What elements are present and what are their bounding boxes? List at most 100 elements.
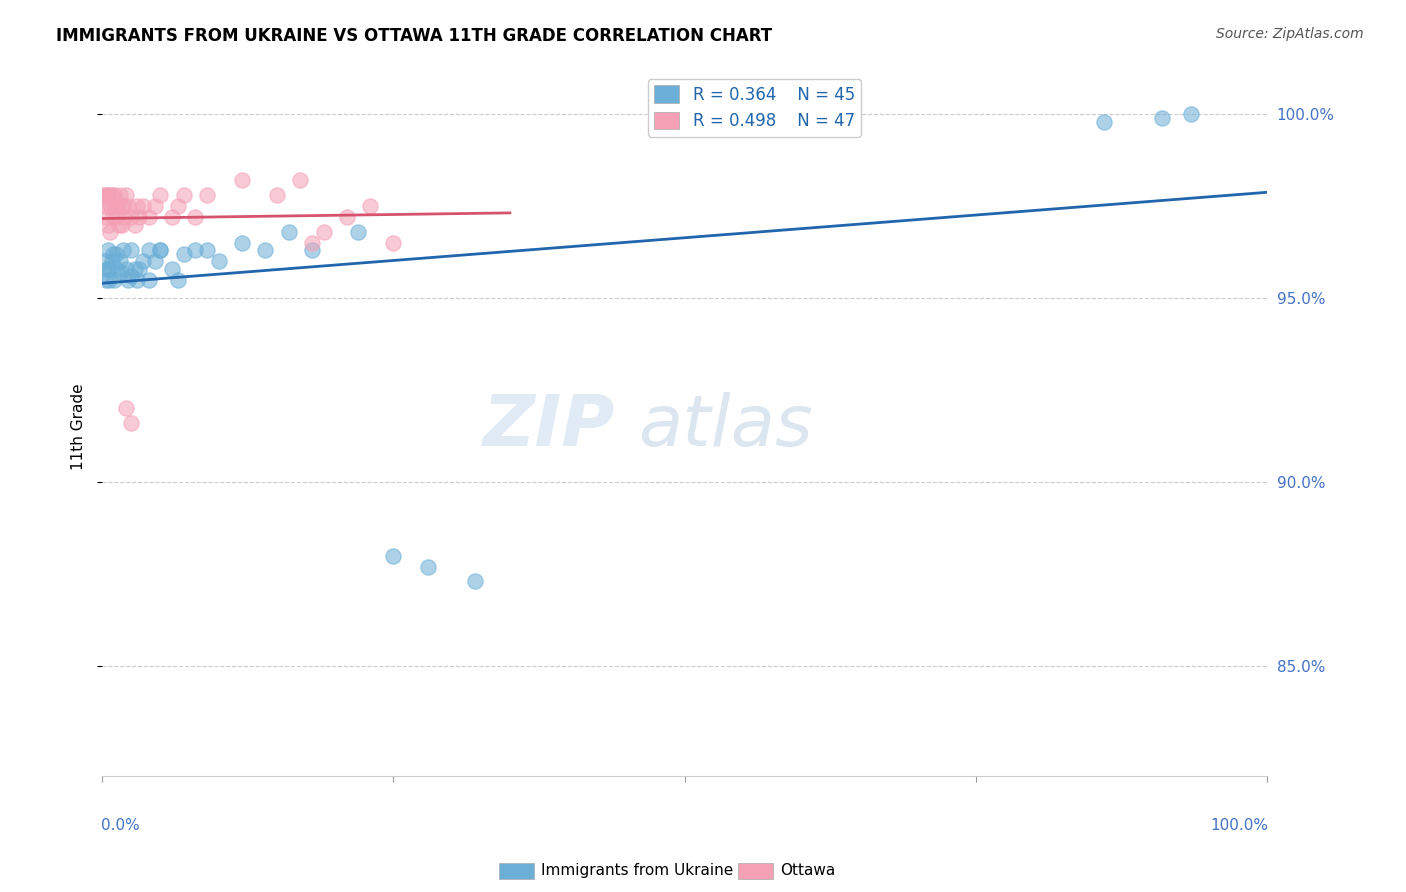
Point bbox=[301, 235, 323, 250]
Point bbox=[1092, 114, 1115, 128]
Point bbox=[149, 244, 172, 258]
Point bbox=[208, 254, 231, 268]
Point bbox=[347, 225, 370, 239]
Point bbox=[143, 254, 166, 268]
Point bbox=[138, 244, 160, 258]
Point bbox=[231, 235, 253, 250]
Point bbox=[108, 188, 131, 202]
Point bbox=[112, 244, 135, 258]
Point bbox=[128, 261, 150, 276]
Point bbox=[120, 244, 142, 258]
Point bbox=[149, 244, 172, 258]
Point bbox=[160, 210, 183, 224]
Point bbox=[96, 188, 118, 202]
Point bbox=[138, 273, 160, 287]
Point bbox=[97, 218, 120, 232]
Point bbox=[231, 173, 253, 187]
Point bbox=[94, 210, 117, 224]
Point bbox=[104, 199, 127, 213]
Text: Ottawa: Ottawa bbox=[780, 863, 835, 878]
Point bbox=[160, 261, 183, 276]
Point bbox=[117, 273, 139, 287]
Point bbox=[382, 235, 405, 250]
Text: IMMIGRANTS FROM UKRAINE VS OTTAWA 11TH GRADE CORRELATION CHART: IMMIGRANTS FROM UKRAINE VS OTTAWA 11TH G… bbox=[56, 27, 772, 45]
Point bbox=[301, 244, 323, 258]
Point bbox=[93, 254, 115, 268]
Point bbox=[195, 188, 218, 202]
Point bbox=[110, 199, 132, 213]
Point bbox=[103, 273, 125, 287]
Point bbox=[124, 261, 146, 276]
Point bbox=[167, 273, 190, 287]
Point bbox=[97, 261, 120, 276]
Point bbox=[128, 210, 150, 224]
Point bbox=[266, 188, 288, 202]
Point bbox=[105, 199, 128, 213]
Text: ZIP: ZIP bbox=[482, 392, 614, 461]
Text: Immigrants from Ukraine: Immigrants from Ukraine bbox=[541, 863, 734, 878]
Point bbox=[94, 273, 117, 287]
Point bbox=[98, 225, 121, 239]
Point bbox=[105, 247, 128, 261]
Text: 100.0%: 100.0% bbox=[1211, 818, 1268, 833]
Point bbox=[97, 195, 120, 210]
Point bbox=[105, 261, 128, 276]
Point bbox=[120, 210, 142, 224]
Point bbox=[173, 247, 195, 261]
Point bbox=[149, 188, 172, 202]
Point bbox=[336, 210, 359, 224]
Point bbox=[93, 188, 115, 202]
Legend: R = 0.364    N = 45, R = 0.498    N = 47: R = 0.364 N = 45, R = 0.498 N = 47 bbox=[648, 78, 862, 136]
Point bbox=[100, 188, 122, 202]
Text: Source: ZipAtlas.com: Source: ZipAtlas.com bbox=[1216, 27, 1364, 41]
Point bbox=[254, 244, 277, 258]
Point bbox=[114, 261, 136, 276]
Point bbox=[195, 244, 218, 258]
Point bbox=[98, 199, 121, 213]
Point bbox=[114, 401, 136, 416]
Point bbox=[1152, 111, 1174, 125]
Point bbox=[93, 199, 115, 213]
Point bbox=[312, 225, 335, 239]
Point bbox=[111, 218, 134, 232]
Y-axis label: 11th Grade: 11th Grade bbox=[72, 384, 86, 470]
Point bbox=[110, 265, 132, 279]
Point bbox=[105, 210, 128, 224]
Point bbox=[100, 254, 122, 268]
Point bbox=[132, 254, 155, 268]
Point bbox=[98, 273, 121, 287]
Point bbox=[108, 254, 131, 268]
Point bbox=[418, 559, 440, 574]
Point bbox=[464, 574, 486, 589]
Point bbox=[114, 188, 136, 202]
Point bbox=[132, 199, 155, 213]
Point bbox=[124, 218, 146, 232]
Point bbox=[117, 199, 139, 213]
Point bbox=[277, 225, 299, 239]
Point bbox=[97, 244, 120, 258]
Point bbox=[98, 261, 121, 276]
Point bbox=[101, 247, 124, 261]
Point bbox=[120, 416, 142, 430]
Point bbox=[127, 199, 149, 213]
Point bbox=[290, 173, 312, 187]
Point bbox=[173, 188, 195, 202]
Point bbox=[101, 210, 124, 224]
Point bbox=[127, 273, 149, 287]
Point bbox=[138, 210, 160, 224]
Text: 0.0%: 0.0% bbox=[101, 818, 139, 833]
Point bbox=[1180, 107, 1202, 121]
Point bbox=[382, 549, 405, 563]
Point bbox=[184, 210, 207, 224]
Point bbox=[107, 218, 129, 232]
Point bbox=[103, 188, 125, 202]
Point bbox=[112, 199, 135, 213]
Point bbox=[120, 268, 142, 283]
Point bbox=[96, 261, 118, 276]
Point bbox=[184, 244, 207, 258]
Point bbox=[98, 188, 121, 202]
Point bbox=[359, 199, 381, 213]
Point bbox=[143, 199, 166, 213]
Point bbox=[94, 188, 117, 202]
Text: atlas: atlas bbox=[638, 392, 813, 461]
